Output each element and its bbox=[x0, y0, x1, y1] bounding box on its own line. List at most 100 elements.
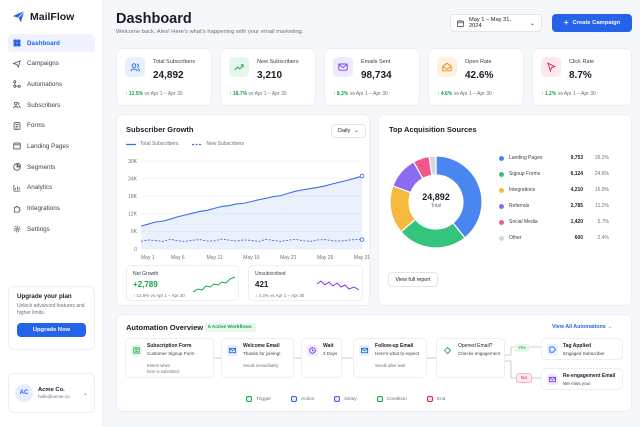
create-campaign-label: Create Campaign bbox=[572, 20, 621, 26]
view-full-report-button[interactable]: View full report bbox=[388, 272, 438, 287]
mail-icon bbox=[227, 345, 238, 356]
sidebar-item-label: Landing Pages bbox=[27, 142, 70, 150]
stat-card-total-subscribers[interactable]: Total Subscribers 24,892 ↑ 12.5% vs Apr … bbox=[116, 48, 212, 106]
grid-icon bbox=[13, 39, 21, 47]
source-name: Referrals bbox=[509, 203, 530, 209]
source-row: Other 600 2.4% bbox=[499, 232, 609, 244]
source-row: Landing Pages 9,753 39.2% bbox=[499, 152, 609, 164]
source-percent: 16.9% bbox=[594, 187, 609, 193]
active-workflows-badge: 5 Active Workflows bbox=[204, 323, 256, 332]
workflow-legend-item: Action bbox=[291, 396, 314, 402]
view-all-automations-link[interactable]: View All Automations → bbox=[552, 324, 613, 330]
sidebar-item-landing-pages[interactable]: Landing Pages bbox=[8, 137, 95, 155]
subscriber-growth-card: Subscriber Growth Daily ⌄ Total Subscrib… bbox=[116, 114, 370, 306]
workflow-node-followup-email[interactable]: Follow-up Email Here's what to expect Se… bbox=[353, 338, 427, 378]
legend-label: Trigger bbox=[256, 396, 272, 402]
chart-icon bbox=[13, 184, 21, 192]
upgrade-description: Unlock advanced features and higher limi… bbox=[17, 303, 85, 316]
stat-value: 3,210 bbox=[257, 70, 283, 81]
stat-label: Click Rate bbox=[569, 59, 595, 65]
tag-title: Tag Applied bbox=[563, 343, 592, 349]
workflow-node-reengagement[interactable]: Re-engagement Email We miss you! bbox=[541, 368, 623, 390]
period-select[interactable]: Daily ⌄ bbox=[331, 124, 366, 138]
wait-title: Wait bbox=[323, 343, 334, 349]
unsubscribed-sparkline bbox=[317, 280, 359, 291]
donut-slice-landing-pages[interactable] bbox=[435, 155, 483, 239]
stat-change: ↑ 4.6% vs Apr 1 – Apr 30 bbox=[437, 91, 492, 97]
stat-change: ↑ 12.5% vs Apr 1 – Apr 30 bbox=[125, 91, 183, 97]
x-tick-label: May 16 bbox=[243, 255, 260, 261]
stat-card-emails-sent[interactable]: Emails Sent 98,734 ↑ 8.3% vs Apr 1 – Apr… bbox=[324, 48, 420, 106]
stat-card-new-subscribers[interactable]: New Subscribers 3,210 ↑ 18.7% vs Apr 1 –… bbox=[220, 48, 316, 106]
y-tick-label: 30K bbox=[128, 159, 138, 165]
page-title: Dashboard bbox=[116, 11, 192, 27]
tag-icon bbox=[547, 344, 558, 355]
trigger-desc: Enters when form is submitted bbox=[147, 363, 179, 374]
trigger-desc-line2: form is submitted bbox=[147, 368, 179, 374]
legend-swatch bbox=[246, 396, 252, 402]
sidebar-item-subscribers[interactable]: Subscribers bbox=[8, 96, 95, 114]
sidebar-item-automations[interactable]: Automations bbox=[8, 75, 95, 93]
workflow-legend-item: Delay bbox=[334, 396, 357, 402]
sidebar-item-forms[interactable]: Forms bbox=[8, 117, 95, 135]
acquisition-sources-card: Top Acquisition Sources 24,892 Total Lan… bbox=[378, 114, 632, 306]
new-subscribers-endpoint[interactable] bbox=[359, 237, 365, 242]
date-range-label: May 1 – May 31, 2024 bbox=[468, 17, 512, 29]
source-count: 4,210 bbox=[570, 187, 584, 193]
stat-card-click-rate[interactable]: Click Rate 8.7% ↑ 1.2% vs Apr 1 – Apr 30 bbox=[532, 48, 632, 106]
mail-icon bbox=[333, 57, 353, 77]
upgrade-button[interactable]: Upgrade Now bbox=[17, 323, 86, 337]
workflow-node-trigger[interactable]: Subscription Form Customer Signup Form E… bbox=[125, 338, 214, 378]
form-icon bbox=[131, 345, 142, 356]
upgrade-title: Upgrade your plan bbox=[17, 293, 72, 300]
total-subscribers-endpoint[interactable] bbox=[359, 173, 365, 179]
stat-value: 98,734 bbox=[361, 70, 392, 81]
stat-change: ↑ 1.2% vs Apr 1 – Apr 30 bbox=[541, 91, 596, 97]
legend-dot bbox=[499, 219, 504, 225]
avatar: AC bbox=[15, 384, 33, 402]
puzzle-icon bbox=[13, 205, 21, 213]
donut-slice-other[interactable] bbox=[428, 155, 437, 176]
source-name: Landing Pages bbox=[509, 155, 543, 161]
source-name: Other bbox=[509, 235, 522, 241]
legend-swatch bbox=[426, 396, 433, 402]
diamond-icon bbox=[442, 345, 453, 356]
stat-card-open-rate[interactable]: Open Rate 42.6% ↑ 4.6% vs Apr 1 – Apr 30 bbox=[428, 48, 524, 106]
workflow-node-tag-applied[interactable]: Tag Applied Engaged Subscriber bbox=[541, 338, 623, 360]
workflow-node-welcome-email[interactable]: Welcome Email Thanks for joining! Sends … bbox=[221, 338, 294, 378]
workflow-node-condition[interactable]: Opened Email? Checks engagement bbox=[436, 338, 505, 378]
cursor-icon bbox=[541, 57, 561, 77]
sidebar-item-analytics[interactable]: Analytics bbox=[8, 179, 95, 197]
y-tick-label: 0 bbox=[134, 247, 137, 253]
donut-total-label: Total bbox=[430, 203, 442, 209]
source-percent: 11.2% bbox=[595, 203, 609, 209]
sidebar-item-campaigns[interactable]: Campaigns bbox=[8, 55, 95, 73]
sidebar-item-integrations[interactable]: Integrations bbox=[8, 200, 95, 218]
create-campaign-button[interactable]: + Create Campaign bbox=[552, 14, 632, 32]
account-switcher[interactable]: AC Acme Co. hello@acme.co ⌄ bbox=[8, 373, 95, 413]
workflow-node-wait[interactable]: Wait 2 Days bbox=[301, 338, 342, 378]
source-row: Referrals 2,785 11.2% bbox=[499, 200, 609, 212]
brand[interactable]: MailFlow bbox=[12, 10, 74, 23]
sidebar-item-label: Campaigns bbox=[27, 60, 59, 68]
sidebar-item-label: Settings bbox=[27, 225, 50, 233]
net-growth-card: Net Growth +2,789 ↑ 12.6% vs Apr 1 – Apr… bbox=[126, 265, 239, 301]
users-icon bbox=[13, 101, 21, 109]
form-icon bbox=[13, 122, 21, 130]
sidebar-item-settings[interactable]: Settings bbox=[8, 220, 95, 238]
y-tick-label: 24K bbox=[128, 176, 138, 182]
sources-title: Top Acquisition Sources bbox=[389, 125, 477, 134]
sidebar-item-segments[interactable]: Segments bbox=[8, 158, 95, 176]
unsubscribed-card: Unsubscribed 421 ↓ 4.3% vs Apr 1 – Apr 3… bbox=[248, 265, 363, 301]
stat-value: 42.6% bbox=[465, 70, 494, 81]
stat-change: ↑ 18.7% vs Apr 1 – Apr 30 bbox=[229, 91, 287, 97]
stat-period: vs Apr 1 – Apr 30 bbox=[248, 91, 287, 97]
page-subtitle: Welcome back, Alex! Here's what's happen… bbox=[116, 29, 304, 35]
x-tick-label: May 31 bbox=[354, 255, 371, 261]
sidebar-item-dashboard[interactable]: Dashboard bbox=[8, 34, 95, 52]
stat-change-value: ↑ 8.3% bbox=[333, 91, 349, 97]
date-range-picker[interactable]: May 1 – May 31, 2024 ⌄ bbox=[450, 14, 542, 32]
y-tick-label: 12K bbox=[128, 212, 138, 218]
calendar-icon bbox=[457, 19, 464, 27]
trigger-desc-line1: Enters when bbox=[147, 363, 171, 368]
